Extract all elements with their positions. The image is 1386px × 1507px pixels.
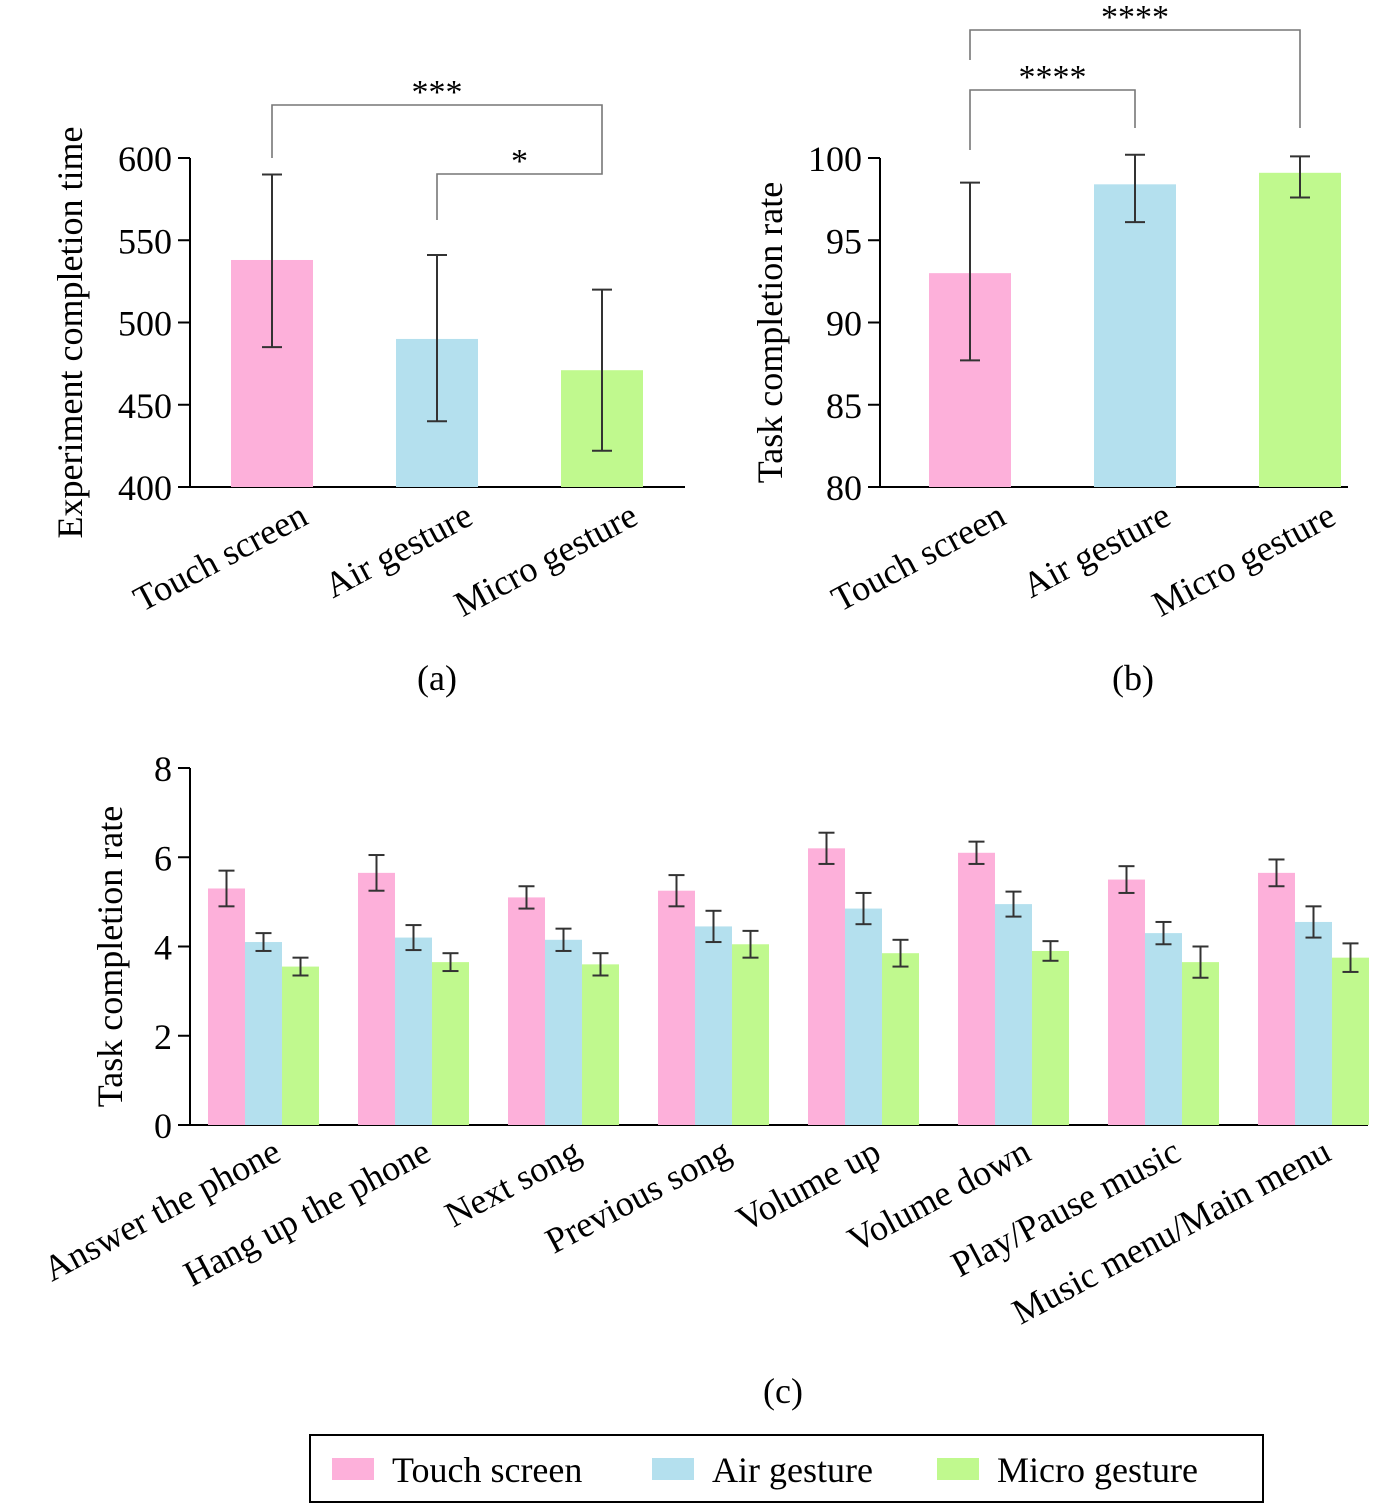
bar-volume-down-touch-screen: [958, 852, 995, 1125]
y-tick-label: 0: [154, 1106, 172, 1146]
bar-next-song-air-gesture: [545, 939, 582, 1125]
bar-previous-song-touch-screen: [658, 890, 695, 1125]
y-axis-label: Task completion rate: [90, 806, 130, 1107]
bar-previous-song-air-gesture: [695, 926, 732, 1125]
panel-label: (c): [763, 1371, 803, 1411]
significance-bracket: [271, 104, 603, 158]
y-tick-label: 2: [154, 1017, 172, 1057]
bar-answer-the-phone-touch-screen: [208, 888, 245, 1125]
bar-next-song-touch-screen: [508, 897, 545, 1125]
bar-volume-up-micro-gesture: [882, 953, 919, 1125]
bar-answer-the-phone-micro-gesture: [282, 966, 319, 1125]
legend-swatch-air-gesture: [652, 1458, 694, 1480]
panel-label: (a): [417, 658, 457, 698]
significance-label: ****: [1019, 59, 1087, 96]
bar-play-pause-music-micro-gesture: [1182, 962, 1219, 1125]
y-tick-label: 500: [118, 304, 172, 344]
panel-label: (b): [1112, 658, 1154, 698]
significance-label: ***: [412, 74, 463, 111]
bar-air-gesture: [1094, 184, 1176, 487]
bar-micro-gesture: [1259, 172, 1341, 487]
legend-swatch-touch-screen: [332, 1458, 374, 1480]
bar-volume-down-micro-gesture: [1032, 950, 1069, 1125]
bar-play-pause-music-air-gesture: [1145, 933, 1182, 1125]
y-tick-label: 6: [154, 838, 172, 878]
bar-play-pause-music-touch-screen: [1108, 879, 1145, 1125]
significance-bracket: [969, 29, 1301, 128]
bar-music-menu-main-menu-air-gesture: [1295, 921, 1332, 1125]
bar-next-song-micro-gesture: [582, 964, 619, 1125]
significance-label: *: [511, 143, 528, 180]
x-tick-label-touch-screen: Touch screen: [825, 495, 1012, 620]
y-tick-label: 8: [154, 749, 172, 789]
y-tick-label: 550: [118, 221, 172, 261]
y-tick-label: 80: [826, 468, 862, 508]
bar-hang-up-the-phone-micro-gesture: [432, 962, 469, 1125]
legend-label-micro-gesture: Micro gesture: [997, 1450, 1198, 1490]
legend: Touch screen Air gesture Micro gesture: [309, 1434, 1264, 1503]
bar-volume-up-touch-screen: [808, 848, 845, 1125]
bar-volume-up-air-gesture: [845, 908, 882, 1125]
x-tick-label-micro-gesture: Micro gesture: [1146, 495, 1342, 625]
x-tick-label-touch-screen: Touch screen: [127, 495, 314, 620]
x-tick-label-hang-up-the-phone: Hang up the phone: [177, 1131, 437, 1294]
y-axis-label: Task completion rate: [750, 182, 790, 483]
y-tick-label: 450: [118, 386, 172, 426]
y-tick-label: 95: [826, 221, 862, 261]
legend-label-air-gesture: Air gesture: [712, 1450, 873, 1490]
y-tick-label: 600: [118, 139, 172, 179]
legend-swatch-micro-gesture: [937, 1458, 979, 1480]
bar-hang-up-the-phone-air-gesture: [395, 937, 432, 1125]
y-tick-label: 400: [118, 468, 172, 508]
y-tick-label: 4: [154, 928, 172, 968]
y-tick-label: 100: [808, 139, 862, 179]
legend-box: [309, 1434, 1264, 1503]
legend-label-touch-screen: Touch screen: [392, 1450, 582, 1490]
bar-volume-down-air-gesture: [995, 904, 1032, 1125]
y-tick-label: 85: [826, 386, 862, 426]
significance-bracket: [969, 89, 1136, 150]
y-axis-label: Experiment completion time: [50, 127, 90, 539]
x-tick-label-micro-gesture: Micro gesture: [448, 495, 644, 625]
y-tick-label: 90: [826, 304, 862, 344]
bar-hang-up-the-phone-touch-screen: [358, 872, 395, 1125]
bar-music-menu-main-menu-touch-screen: [1258, 872, 1295, 1125]
bar-previous-song-micro-gesture: [732, 944, 769, 1125]
significance-bracket: [436, 155, 603, 220]
bar-answer-the-phone-air-gesture: [245, 942, 282, 1125]
bar-music-menu-main-menu-micro-gesture: [1332, 957, 1369, 1125]
significance-label: ****: [1101, 0, 1169, 36]
